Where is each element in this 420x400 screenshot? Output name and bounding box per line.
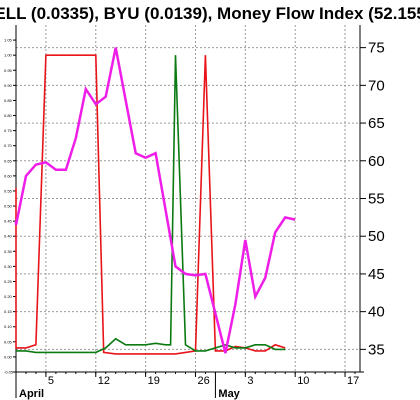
- gridlines: [16, 25, 360, 372]
- left-tick-label: 0.15: [4, 309, 13, 314]
- left-tick-label: 0.65: [4, 158, 13, 163]
- right-tick-label: 35: [368, 341, 385, 358]
- left-tick-label: 1.05: [4, 38, 13, 43]
- right-tick-label: 70: [368, 77, 385, 94]
- left-tick-label: 0.05: [4, 339, 13, 344]
- series-line-1: [16, 55, 286, 354]
- right-tick-label: 45: [368, 266, 385, 283]
- tick-labels: 1.05 1.00 0.95 0.90 0.85 0.80 0.75 0.70 0.65 0.60…: [4, 38, 385, 400]
- x-tick-label: 5: [48, 375, 54, 387]
- left-tick-label: 0.40: [4, 234, 13, 239]
- x-tick-label: 10: [297, 375, 309, 387]
- right-tick-label: 65: [368, 115, 385, 132]
- chart-title: SELL (0.0335), BYU (0.0139), Money Flow …: [0, 4, 420, 23]
- x-tick-label: 12: [98, 375, 110, 387]
- right-tick-label: 55: [368, 191, 385, 208]
- right-tick-label: 75: [368, 40, 385, 57]
- left-tick-label: 0.50: [4, 204, 13, 209]
- left-tick-label: 0.30: [4, 264, 13, 269]
- left-tick-label: 0.60: [4, 173, 13, 178]
- left-tick-label: 0.95: [4, 68, 13, 73]
- x-tick-label: 19: [148, 375, 160, 387]
- left-tick-label: 1.00: [4, 53, 13, 58]
- left-tick-label: 0.45: [4, 219, 13, 224]
- left-tick-label: 0.25: [4, 279, 13, 284]
- x-tick-label: 3: [247, 375, 253, 387]
- left-tick-label: 0.90: [4, 83, 13, 88]
- left-tick-label: -0.05: [4, 370, 14, 375]
- left-tick-label: 0.35: [4, 249, 13, 254]
- left-tick-label: 0.20: [4, 294, 13, 299]
- x-tick-label: 17: [347, 375, 359, 387]
- series-line-0: [15, 54, 286, 355]
- left-tick-label: 0.00: [4, 354, 13, 359]
- axes: [13, 25, 366, 398]
- month-label: April: [19, 388, 44, 400]
- month-label: May: [218, 388, 240, 400]
- left-tick-label: 0.55: [4, 188, 13, 193]
- left-tick-label: 0.70: [4, 143, 13, 148]
- series-lines: [14, 47, 296, 355]
- x-tick-label: 26: [197, 375, 209, 387]
- right-tick-label: 40: [368, 304, 385, 321]
- series-line-2: [14, 47, 296, 354]
- left-tick-label: 0.10: [4, 324, 13, 329]
- left-tick-label: 0.85: [4, 98, 13, 103]
- right-tick-label: 50: [368, 228, 385, 245]
- left-tick-label: 0.80: [4, 113, 13, 118]
- right-tick-label: 60: [368, 153, 385, 170]
- left-tick-label: 0.75: [4, 128, 13, 133]
